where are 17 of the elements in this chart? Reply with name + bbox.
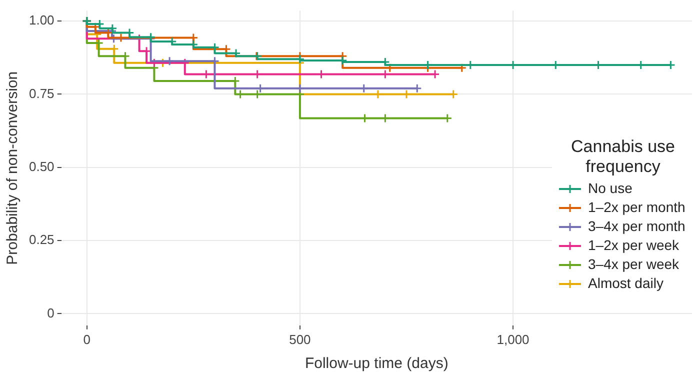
x-tick-label: 1,000 xyxy=(496,332,530,347)
legend-label: 1–2x per month xyxy=(588,198,686,217)
legend-label: Almost daily xyxy=(588,274,664,293)
y-tick-label: 1.00 xyxy=(28,12,54,28)
legend-title: Cannabis use frequency xyxy=(570,137,676,177)
legend-label: 3–4x per week xyxy=(588,255,680,274)
y-tick-label: 0.25 xyxy=(28,232,54,248)
y-tick-label: 0 xyxy=(47,305,54,320)
y-tick-label: 0.50 xyxy=(28,158,54,174)
y-tick-label: 0.75 xyxy=(28,86,54,101)
x-axis-title: Follow-up time (days) xyxy=(304,355,448,372)
y-axis-title: Probability of non-conversion xyxy=(4,71,22,265)
legend-label: 1–2x per week xyxy=(588,236,680,255)
legend-label: 3–4x per month xyxy=(588,217,686,236)
x-tick-label: 500 xyxy=(289,332,311,347)
legend-label: No use xyxy=(588,179,632,198)
x-tick-label: 0 xyxy=(83,332,90,347)
